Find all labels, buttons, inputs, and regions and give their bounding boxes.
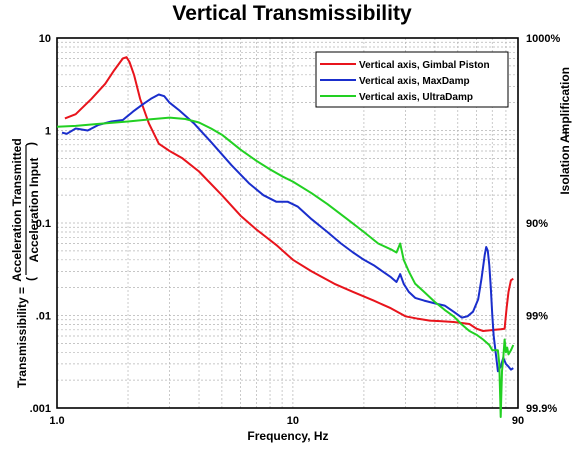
x-tick-labels: 1.0 10 90 <box>49 415 524 427</box>
series-line-gimbal-piston <box>64 56 514 332</box>
legend-label-gimbal-piston: Vertical axis, Gimbal Piston <box>359 60 490 71</box>
x-axis-label: Frequency, Hz <box>247 429 328 443</box>
y-axis-label-denominator: Acceleration Input <box>27 158 41 263</box>
y-axis-label: Transmissibility = ( Acceleration Transm… <box>10 138 41 388</box>
legend-label-ultradamp: Vertical axis, UltraDamp <box>359 92 473 103</box>
y-tick-label: 0.1 <box>36 218 51 230</box>
right-tick-label: 90% <box>526 218 548 230</box>
y-axis-label-paren-open: ( <box>24 277 38 281</box>
y-axis-label-numerator: Acceleration Transmitted <box>10 138 24 281</box>
y-tick-label: 10 <box>39 33 51 45</box>
legend: Vertical axis, Gimbal Piston Vertical ax… <box>315 51 509 108</box>
right-tick-label: 99.9% <box>526 403 557 415</box>
plot-frame <box>56 37 519 409</box>
right-axis-label-isolation: Isolation <box>558 145 572 194</box>
y-axis-label-paren-close: ) <box>24 142 38 146</box>
legend-label-maxdamp: Vertical axis, MaxDamp <box>359 76 470 87</box>
x-tick-label: 10 <box>287 415 299 427</box>
x-tick-label: 90 <box>512 415 524 427</box>
right-tick-label: 1000% <box>526 33 560 45</box>
series-line-maxdamp <box>61 93 514 373</box>
y-tick-label: .001 <box>30 403 51 415</box>
series-lines <box>56 56 515 418</box>
right-axis-label-amplification: Amplification <box>558 67 572 143</box>
y-tick-label: .01 <box>36 311 51 323</box>
right-tick-labels: 1000% 90% 99% 99.9% <box>526 33 560 415</box>
series-line-ultradamp <box>56 116 515 418</box>
chart-title: Vertical Transmissibility <box>172 2 412 25</box>
y-tick-label: 1 <box>45 126 51 138</box>
right-tick-label: 99% <box>526 311 548 323</box>
y-axis-label-prefix: Transmissibility = <box>15 287 29 388</box>
left-tick-labels: .001 .01 0.1 1 10 <box>30 33 51 415</box>
x-tick-label: 1.0 <box>49 415 64 427</box>
